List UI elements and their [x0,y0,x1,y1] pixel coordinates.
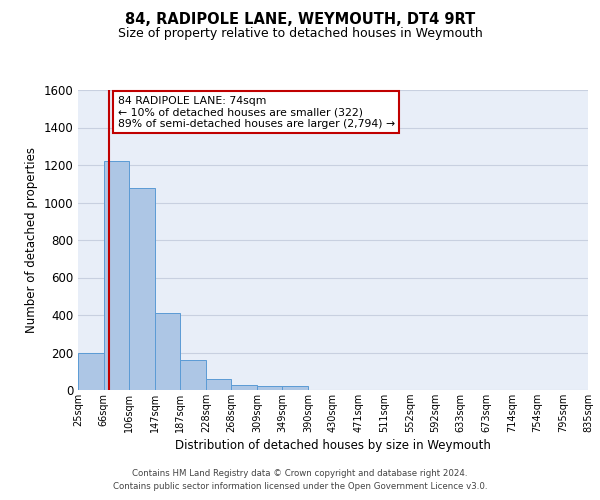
Bar [78,352,104,390]
X-axis label: Distribution of detached houses by size in Weymouth: Distribution of detached houses by size … [175,439,491,452]
Text: Size of property relative to detached houses in Weymouth: Size of property relative to detached ho… [118,28,482,40]
Bar [104,161,129,390]
Text: 84, RADIPOLE LANE, WEYMOUTH, DT4 9RT: 84, RADIPOLE LANE, WEYMOUTH, DT4 9RT [125,12,475,28]
Bar [206,379,231,390]
Bar [155,313,180,390]
Text: Contains HM Land Registry data © Crown copyright and database right 2024.: Contains HM Land Registry data © Crown c… [132,468,468,477]
Bar [231,386,257,390]
Bar [282,386,308,390]
Bar [129,188,155,390]
Text: Contains public sector information licensed under the Open Government Licence v3: Contains public sector information licen… [113,482,487,491]
Bar [180,360,206,390]
Text: 84 RADIPOLE LANE: 74sqm
← 10% of detached houses are smaller (322)
89% of semi-d: 84 RADIPOLE LANE: 74sqm ← 10% of detache… [118,96,395,129]
Y-axis label: Number of detached properties: Number of detached properties [25,147,38,333]
Bar [257,386,282,390]
